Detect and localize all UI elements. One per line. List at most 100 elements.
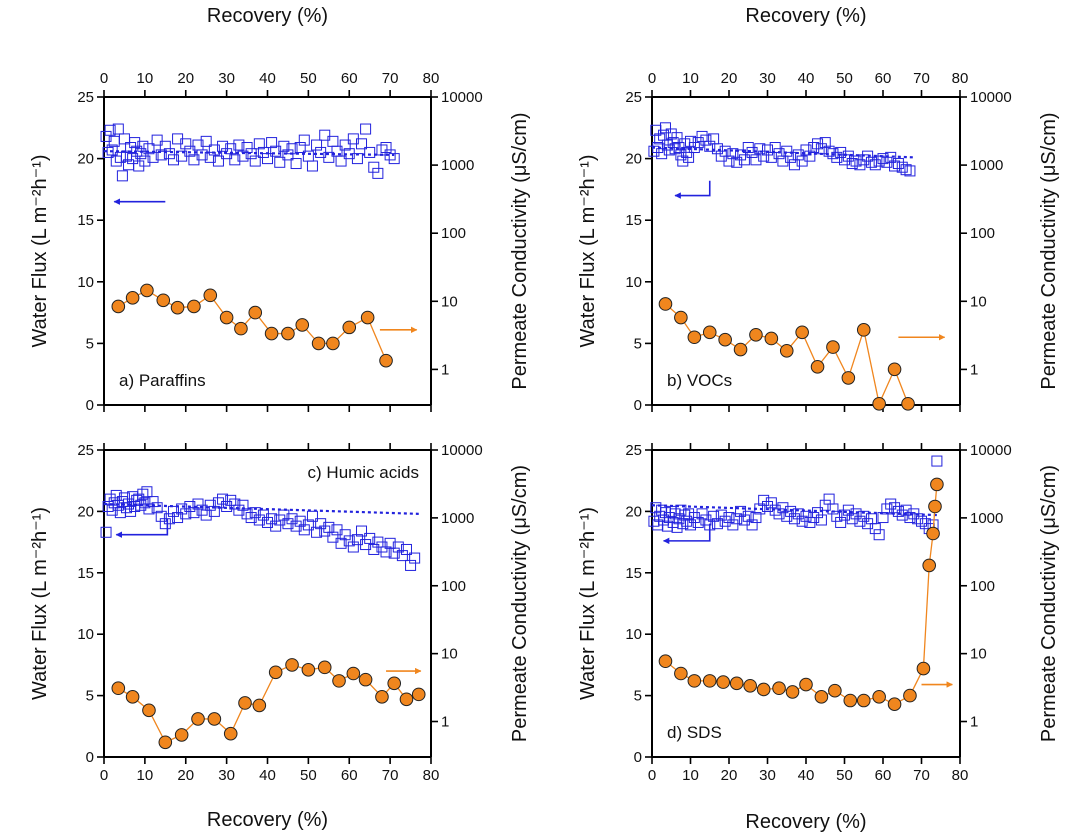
right-tick-label: 100 <box>970 225 995 242</box>
y-axis-title-left: Water Flux (L m⁻²h⁻¹) <box>577 507 599 700</box>
flux-point <box>212 155 224 167</box>
right-tick-label: 100 <box>441 578 466 595</box>
flux-point <box>746 519 758 531</box>
bottom-tick-label: 70 <box>913 767 930 784</box>
flux-point <box>835 146 847 158</box>
bottom-tick-label: 70 <box>382 767 399 784</box>
panel-d: 0 5 10 15 20 25 1 10 100 1000 10000 0 10 20 30 40 50 60 70… <box>577 442 1060 833</box>
flux-point <box>208 144 220 156</box>
conductivity-point <box>252 698 267 713</box>
right-tick-label: 10000 <box>441 89 483 106</box>
flux-point <box>762 500 773 512</box>
y-axis-title-left: Water Flux (L m⁻²h⁻¹) <box>29 155 51 348</box>
flux-point <box>827 148 839 160</box>
flux-point <box>257 146 269 158</box>
left-tick-label: 10 <box>625 626 642 643</box>
flux-point <box>665 128 677 140</box>
top-tick-label: 70 <box>913 70 930 87</box>
x-axis-title-top: Recovery (%) <box>745 5 866 27</box>
conductivity-point <box>718 332 732 347</box>
conductivity-point <box>346 666 361 681</box>
flux-point <box>762 144 773 156</box>
left-tick-label: 10 <box>625 274 642 291</box>
flux-point <box>306 510 318 522</box>
flux-point <box>800 144 812 156</box>
conductivity-point <box>658 654 673 669</box>
flux-point <box>137 488 149 500</box>
left-tick-label: 25 <box>625 89 642 106</box>
right-tick-label: 10 <box>970 293 987 310</box>
conductivity-point <box>268 665 283 680</box>
flux-point <box>372 167 384 179</box>
flux-point <box>750 512 762 524</box>
flux-point <box>405 559 417 571</box>
conductivity-point <box>843 693 858 708</box>
top-tick-label: 60 <box>875 70 892 87</box>
top-tick-label: 40 <box>259 70 276 87</box>
left-tick-label: 10 <box>77 274 94 291</box>
flux-point <box>167 505 179 517</box>
flux-point <box>727 148 739 160</box>
flux-point <box>106 144 118 156</box>
conductivity-point <box>729 676 744 691</box>
flux-point <box>339 529 351 541</box>
conductivity-point <box>814 690 829 704</box>
flux-point <box>233 139 245 151</box>
conductivity-point <box>375 690 389 704</box>
flux-trend-line <box>103 502 419 515</box>
conductivity-point <box>716 675 731 689</box>
flux-point <box>270 520 282 532</box>
flux-point <box>692 137 704 149</box>
flux-point <box>155 149 167 161</box>
conductivity-point <box>799 677 813 692</box>
bottom-tick-label: 0 <box>648 767 656 784</box>
flux-point <box>360 123 372 135</box>
y-axis-title-right: Permeate Conductivity (μS/cm) <box>1038 465 1060 742</box>
top-tick-label: 70 <box>382 70 399 87</box>
flux-point <box>831 510 843 522</box>
flux-point <box>351 153 363 165</box>
right-tick-label: 1000 <box>970 510 1003 527</box>
right-tick-label: 10 <box>441 646 458 663</box>
left-tick-label: 25 <box>625 442 642 459</box>
flux-point <box>685 135 696 147</box>
flux-point <box>163 148 175 160</box>
top-tick-label: 30 <box>218 70 235 87</box>
conductivity-point <box>687 674 702 688</box>
flux-point <box>671 521 683 533</box>
flux-point <box>184 500 196 512</box>
top-tick-label: 50 <box>836 70 853 87</box>
flux-point <box>839 154 850 166</box>
flux-point <box>217 140 229 152</box>
flux-point <box>315 518 327 530</box>
left-tick-label: 15 <box>625 212 642 229</box>
conductivity-point <box>903 688 917 703</box>
flux-point <box>212 497 224 509</box>
flux-point <box>727 519 739 531</box>
flux-point <box>773 508 785 520</box>
flux-point <box>204 151 216 163</box>
flux-point <box>773 148 785 160</box>
flux-point <box>147 496 159 508</box>
y-axis-title-left: Water Flux (L m⁻²h⁻¹) <box>29 507 51 700</box>
left-tick-label: 5 <box>86 335 94 352</box>
top-tick-label: 0 <box>648 70 656 87</box>
conductivity-point <box>223 726 238 741</box>
conductivity-point <box>158 735 173 750</box>
flux-point <box>904 512 916 524</box>
flux-point <box>302 519 314 531</box>
conductivity-point <box>828 683 842 698</box>
flux-point <box>139 497 151 509</box>
y-axis-title-right: Permeate Conductivity (μS/cm) <box>509 112 531 389</box>
bottom-tick-label: 10 <box>137 767 154 784</box>
conductivity-point <box>872 396 886 411</box>
conductivity-point <box>111 299 126 314</box>
left-tick-label: 0 <box>634 397 642 414</box>
conductivity-point <box>826 340 840 354</box>
flux-point <box>819 137 831 149</box>
bottom-tick-label: 20 <box>721 767 738 784</box>
flux-point <box>711 518 723 530</box>
flux-point <box>850 155 862 167</box>
flux-point <box>850 508 862 520</box>
flux-point <box>862 150 874 162</box>
